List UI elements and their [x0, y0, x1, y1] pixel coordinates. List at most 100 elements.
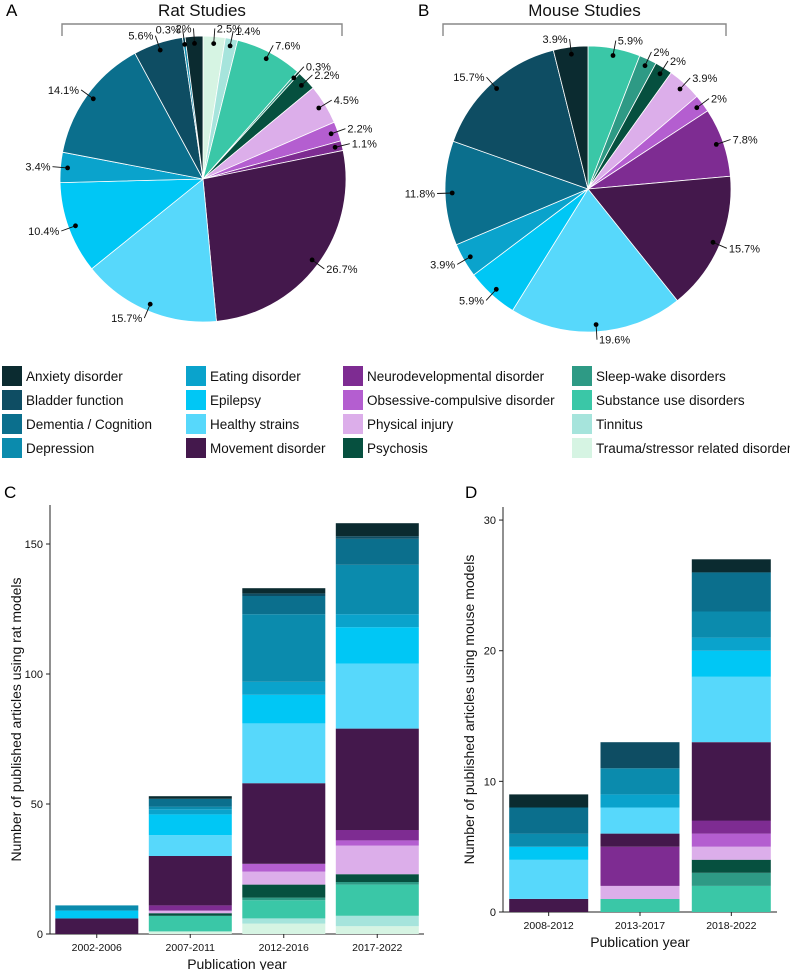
legend-item-eating-disorder: Eating disorder — [186, 366, 301, 386]
legend-item-psychosis: Psychosis — [343, 438, 428, 458]
bar-segment-neurodevelopmental-disorder — [148, 905, 232, 911]
pie-data-label: 15.7% — [111, 313, 142, 325]
bar-segment-epilepsy — [691, 650, 771, 677]
pie-data-label: 2.5% — [217, 24, 242, 36]
legend-item-sleep-wake-disorders: Sleep-wake disorders — [572, 366, 726, 386]
panel-letter-b: B — [418, 1, 429, 20]
pie-label-dot — [657, 71, 663, 77]
bar-segment-trauma-stressor-related-disorders — [335, 926, 419, 934]
bar-segment-psychosis — [148, 913, 232, 916]
bar-segment-anxiety-disorder — [691, 559, 771, 573]
bar-segment-dementia-cognition — [148, 798, 232, 807]
pie-data-label: 5.9% — [618, 36, 643, 48]
y-tick-label: 10 — [484, 776, 496, 788]
x-tick-label: 2002-2006 — [72, 942, 122, 954]
bar-segment-trauma-stressor-related-disorders — [242, 923, 326, 934]
bar-segment-epilepsy — [148, 814, 232, 836]
x-tick-label: 2007-2011 — [166, 942, 216, 954]
pie-leader-line — [569, 39, 572, 55]
x-axis-label: Publication year — [590, 934, 690, 950]
pie-leader-line — [301, 74, 313, 86]
x-tick-label: 2018-2022 — [706, 920, 756, 932]
pie-data-label: 2% — [711, 94, 727, 106]
legend-swatch — [2, 414, 22, 434]
bar-segment-neurodevelopmental-disorder — [600, 846, 680, 886]
bar-segment-obsessive-compulsive-disorder — [335, 840, 419, 846]
pie-label-dot — [316, 105, 322, 111]
pie-leader-line — [437, 192, 453, 194]
bar-segment-physical-injury — [148, 910, 232, 914]
legend-item-bladder-function: Bladder function — [2, 390, 124, 410]
bar-segment-movement-disorder — [55, 918, 139, 934]
pie-data-label: 2.2% — [347, 124, 372, 136]
pie-label-dot — [593, 322, 599, 327]
bar-segment-dementia-cognition — [335, 538, 419, 565]
pie-label-dot — [710, 239, 716, 245]
pie-label-dot — [332, 144, 338, 150]
pie-leader-line — [182, 29, 186, 45]
pie-leader-line — [52, 166, 68, 169]
legend-label: Tinnitus — [596, 417, 643, 432]
legend-swatch — [572, 366, 592, 386]
pie-title: Rat Studies — [158, 1, 246, 20]
bar-segment-movement-disorder — [242, 783, 326, 864]
legend-label: Bladder function — [26, 393, 124, 408]
bar-segment-epilepsy — [242, 694, 326, 724]
pie-leader-line — [143, 304, 151, 319]
bar-segment-bladder-function — [600, 742, 680, 769]
bar-segment-obsessive-compulsive-disorder — [691, 833, 771, 847]
bar-segment-epilepsy — [335, 627, 419, 664]
legend-swatch — [343, 390, 363, 410]
bar-segment-neurodevelopmental-disorder — [335, 830, 419, 841]
bar-segment-substance-use-disorders — [242, 900, 326, 919]
pie-title-bracket — [442, 23, 727, 36]
pie-leader-line — [80, 89, 94, 100]
pie-title: Mouse Studies — [528, 1, 640, 20]
pie-leader-line — [595, 324, 598, 340]
bar-segment-eating-disorder — [691, 637, 771, 651]
bar-segment-psychosis — [335, 874, 419, 882]
pie-leader-line — [311, 259, 325, 270]
pie-leader-line — [485, 288, 497, 301]
bar-segment-dementia-cognition — [242, 596, 326, 615]
bar-segment-physical-injury — [242, 871, 326, 885]
pie-label-dot — [467, 254, 473, 260]
legend-swatch — [343, 366, 363, 386]
pie-label-dot — [227, 43, 233, 49]
bar-segment-movement-disorder — [335, 728, 419, 830]
pie-label-dot — [291, 75, 297, 81]
bar-segment-healthy-strains — [509, 859, 589, 899]
pie-data-label: 2% — [176, 23, 192, 35]
legend-swatch — [572, 438, 592, 458]
pie-label-dot — [182, 42, 188, 47]
bar-segment-healthy-strains — [691, 676, 771, 743]
pie-data-label: 7.6% — [275, 40, 300, 52]
legend-label: Sleep-wake disorders — [596, 369, 726, 384]
pie-data-label: 15.7% — [729, 243, 760, 255]
pie-label-dot — [147, 301, 153, 307]
bar-segment-dementia-cognition — [691, 572, 771, 612]
bar-segment-physical-injury — [335, 845, 419, 875]
bar-segment-psychosis — [691, 859, 771, 873]
legend-label: Eating disorder — [210, 369, 301, 384]
legend-swatch — [186, 438, 206, 458]
bar-segment-movement-disorder — [509, 898, 589, 912]
bar-segment-tinnitus — [335, 915, 419, 927]
bar-segment-dementia-cognition — [509, 807, 589, 834]
bar-segment-healthy-strains — [335, 663, 419, 729]
pie-leader-line — [334, 143, 350, 148]
bar-segment-sleep-wake-disorders — [242, 897, 326, 901]
bar-chart-rat: 0 50 100 150 2002-2006 2007-2011 2012-2016 2017… — [8, 505, 424, 970]
x-tick-label: 2012-2016 — [259, 942, 309, 954]
bar-segment-neurodevelopmental-disorder — [691, 820, 771, 834]
legend-swatch — [2, 390, 22, 410]
pie-leader-line — [193, 28, 195, 44]
bar-segment-epilepsy — [509, 846, 589, 860]
y-tick-label: 100 — [25, 669, 43, 681]
x-tick-label: 2017-2022 — [352, 942, 402, 954]
legend-swatch — [186, 390, 206, 410]
bar-segment-depression — [335, 564, 419, 615]
pie-chart-mouse: Mouse Studies5.9%2%2%3.9%2%7.8%15.7%19.6… — [405, 1, 761, 347]
bar-segment-healthy-strains — [600, 807, 680, 834]
bar-segment-depression — [242, 614, 326, 682]
